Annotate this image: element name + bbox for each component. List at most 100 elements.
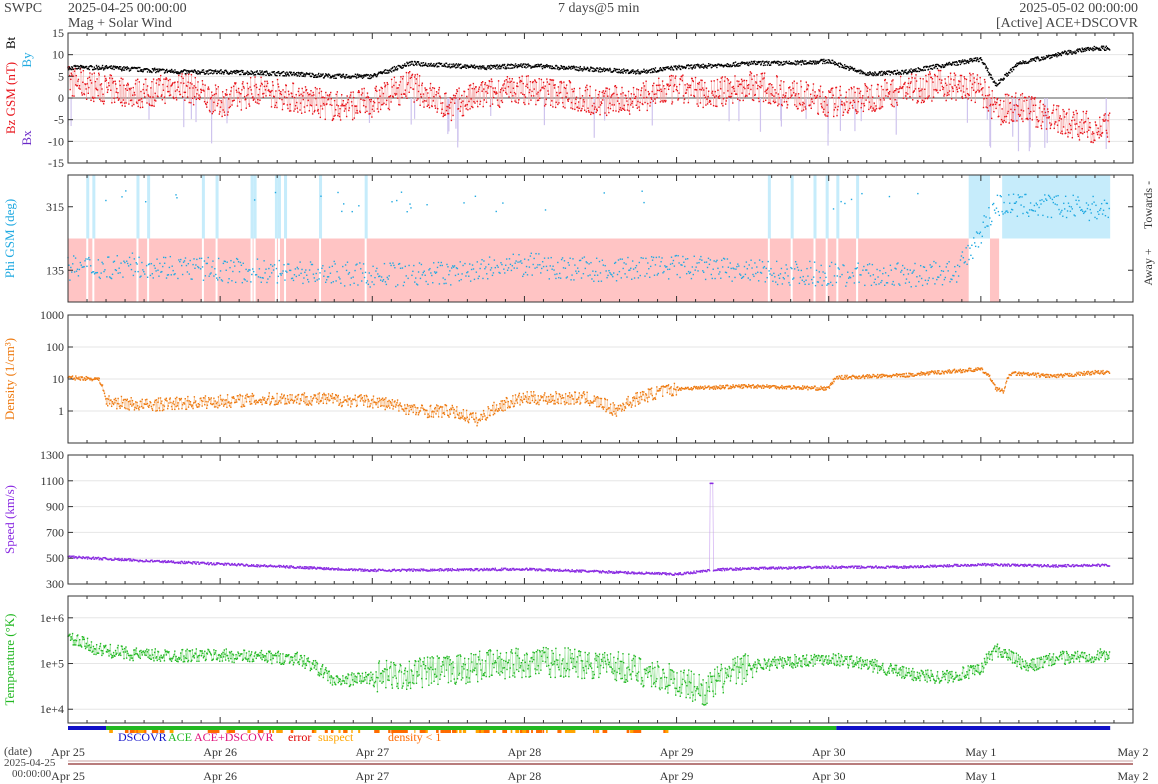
bz-series-point [937, 91, 939, 94]
bz-series-point [806, 88, 809, 90]
bt-series-point [872, 74, 874, 77]
bt-series-point [628, 71, 630, 73]
bt-series-point [684, 67, 687, 70]
bz-series-point [774, 101, 777, 103]
bt-series-point [1079, 49, 1082, 51]
bz-series-point [803, 102, 805, 105]
phi-series-point [620, 277, 623, 279]
phi-series-point [712, 268, 714, 270]
bt-series-point [803, 63, 805, 65]
bz-series-point [983, 98, 985, 100]
bz-series-point [401, 78, 404, 80]
phi-series-point [185, 264, 188, 267]
phi-series-point [231, 280, 233, 282]
bz-series-point [284, 91, 286, 93]
bt-series-point [446, 66, 449, 68]
phi-series-point [633, 277, 636, 279]
bz-series-point [526, 86, 529, 89]
bt-series-point [315, 76, 318, 79]
bz-series-point [813, 94, 816, 97]
bt-series-point [434, 64, 437, 67]
bz-series-point [637, 89, 640, 91]
bt-series-point [175, 72, 178, 74]
bt-series-point [971, 58, 973, 60]
phi-series-point [745, 261, 748, 263]
phi-series-point [381, 280, 384, 282]
bt-series-point [873, 73, 875, 75]
bz-series-point [1039, 100, 1042, 102]
bt-series-point [815, 63, 817, 65]
bz-series-point [285, 84, 288, 87]
bz-series-point [936, 75, 939, 78]
bt-series-point [1035, 56, 1037, 59]
phi-series-point [434, 272, 437, 274]
away-sector-fill [68, 238, 969, 302]
phi-series-point [390, 264, 392, 267]
phi-series-point [926, 283, 929, 285]
subtitle: Mag + Solar Wind [68, 16, 172, 31]
phi-series-point [832, 208, 835, 210]
phi-series-point [137, 270, 139, 273]
bz-series-point [255, 86, 258, 89]
bz-series-point [594, 106, 596, 108]
bt-series-point [377, 73, 379, 75]
bz-series-point [675, 88, 678, 91]
phi-series-point [563, 260, 566, 262]
bz-series-point [257, 93, 260, 96]
bt-series-point [152, 70, 155, 72]
bt-series-point [511, 63, 513, 66]
phi-series-point [947, 270, 949, 272]
phi-series-point [353, 282, 355, 285]
bz-series-point [1055, 121, 1057, 123]
phi-series-point [561, 257, 564, 259]
phi-series-point [535, 252, 537, 255]
bz-series-point [220, 101, 223, 104]
bz-series-point [288, 93, 290, 96]
bt-series-point [1020, 62, 1023, 64]
bz-series-point [689, 84, 692, 87]
bt-series-point [625, 72, 627, 74]
bz-series-point [1034, 96, 1036, 99]
phi-series-point [211, 266, 213, 268]
bt-series-point [1012, 68, 1015, 71]
bz-series-point [88, 86, 90, 89]
bz-series-point [487, 87, 489, 89]
bz-series-point [1076, 123, 1078, 125]
phi-series-point [750, 259, 752, 261]
bt-series-point [326, 74, 329, 76]
bz-series-point [668, 85, 670, 87]
bt-series-point [232, 71, 235, 73]
bz-series-point [874, 109, 877, 111]
bt-series-point [604, 68, 606, 70]
bt-series-point [592, 70, 595, 73]
bt-series-point [560, 64, 562, 67]
phi-series-point [288, 269, 291, 272]
bz-series-point [871, 110, 873, 112]
bz-series-point [123, 84, 125, 87]
phi-series-point [960, 255, 963, 257]
bt-series-point [961, 60, 963, 63]
bz-series-point [169, 78, 171, 81]
phi-series-point [544, 209, 547, 211]
phi-series-point [335, 280, 337, 282]
phi-series-point [683, 261, 685, 264]
phi-series-point [489, 269, 492, 271]
bt-series-point [1043, 57, 1046, 60]
bt-series-point [651, 71, 653, 74]
phi-series-point [311, 263, 314, 266]
bz-series-point [492, 87, 494, 89]
bz-series-point [565, 84, 568, 86]
phi-series-point [190, 278, 192, 280]
phi-series-point [380, 276, 383, 278]
bt-series-point [1022, 62, 1025, 64]
phi-series-point [252, 268, 254, 270]
bz-series-point [1079, 121, 1081, 123]
bt-series-point [1032, 59, 1035, 61]
phi-series-point [126, 262, 129, 265]
phi-series-point [864, 284, 866, 287]
phi-series-point [694, 269, 696, 271]
bz-series-point [277, 83, 279, 85]
phi-series-point [273, 264, 276, 266]
bt-series-point [857, 70, 860, 73]
phi-series-point [309, 261, 312, 263]
